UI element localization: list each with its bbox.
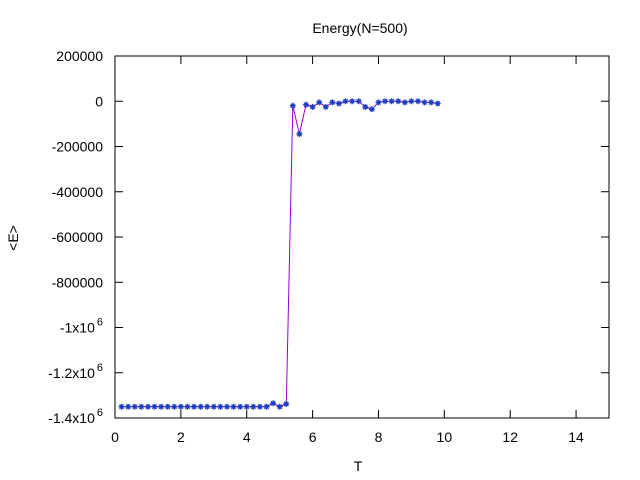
data-point-2 [131, 403, 138, 410]
data-point-7 [164, 403, 171, 410]
data-point-44 [408, 98, 415, 105]
x-tick-label-4: 8 [375, 429, 383, 445]
y-tick-label-8: -1.4x10 6 [48, 407, 103, 426]
x-tick-label-7: 14 [568, 429, 584, 445]
data-point-9 [177, 403, 184, 410]
x-tick-label-3: 6 [309, 429, 317, 445]
data-point-1 [125, 403, 132, 410]
data-point-18 [237, 403, 244, 410]
data-point-6 [158, 403, 165, 410]
data-point-3 [138, 403, 145, 410]
data-point-45 [414, 98, 421, 105]
y-axis-label: <E> [5, 225, 21, 251]
data-point-23 [270, 400, 277, 407]
data-point-14 [210, 403, 217, 410]
data-point-20 [250, 403, 257, 410]
data-point-31 [322, 103, 329, 110]
data-point-46 [421, 99, 428, 106]
data-point-11 [191, 403, 198, 410]
data-point-37 [362, 103, 369, 110]
data-point-40 [382, 98, 389, 105]
data-point-42 [395, 98, 402, 105]
data-point-4 [144, 403, 151, 410]
x-tick-label-6: 12 [502, 429, 518, 445]
data-point-48 [434, 100, 441, 107]
x-axis-label: T [354, 458, 363, 474]
data-point-17 [230, 403, 237, 410]
data-point-47 [428, 99, 435, 106]
y-tick-label-6: -1x10 6 [60, 317, 103, 336]
y-tick-label-0: 200000 [56, 48, 103, 64]
data-point-38 [368, 106, 375, 113]
data-point-10 [184, 403, 191, 410]
data-point-33 [335, 100, 342, 107]
chart-title: Energy(N=500) [312, 20, 407, 36]
plot-frame [114, 55, 610, 419]
data-point-24 [276, 403, 283, 410]
data-point-30 [316, 99, 323, 106]
data-point-26 [289, 102, 296, 109]
x-tick-label-5: 10 [437, 429, 453, 445]
ticks-layer: 0 2 4 6 8 10 12 14 200000 0 -200000 -400000 -600000 -… [48, 48, 609, 445]
data-point-32 [329, 99, 336, 106]
series-line-0 [121, 100, 438, 408]
y-tick-label-3: -400000 [52, 184, 104, 200]
data-point-16 [223, 403, 230, 410]
data-point-36 [355, 98, 362, 105]
data-point-19 [243, 403, 250, 410]
data-point-39 [375, 99, 382, 106]
y-tick-label-2: -200000 [52, 139, 104, 155]
series-layer [118, 98, 441, 410]
data-point-25 [283, 400, 290, 407]
data-point-34 [342, 98, 349, 105]
data-point-35 [349, 98, 356, 105]
data-point-0 [118, 403, 125, 410]
data-point-29 [309, 103, 316, 110]
y-tick-label-7: -1.2x10 6 [48, 362, 103, 381]
data-point-12 [197, 403, 204, 410]
data-point-8 [171, 403, 178, 410]
data-point-27 [296, 131, 303, 138]
data-point-22 [263, 403, 270, 410]
data-point-28 [303, 101, 310, 108]
y-tick-label-4: -600000 [52, 229, 104, 245]
data-point-21 [256, 403, 263, 410]
y-tick-label-5: -800000 [52, 274, 104, 290]
data-point-15 [217, 403, 224, 410]
data-point-5 [151, 403, 158, 410]
x-tick-label-1: 2 [177, 429, 185, 445]
y-tick-label-1: 0 [95, 93, 103, 109]
data-point-43 [401, 99, 408, 106]
x-tick-label-2: 4 [243, 429, 251, 445]
x-tick-label-0: 0 [111, 429, 119, 445]
data-point-13 [204, 403, 211, 410]
data-point-41 [388, 98, 395, 105]
